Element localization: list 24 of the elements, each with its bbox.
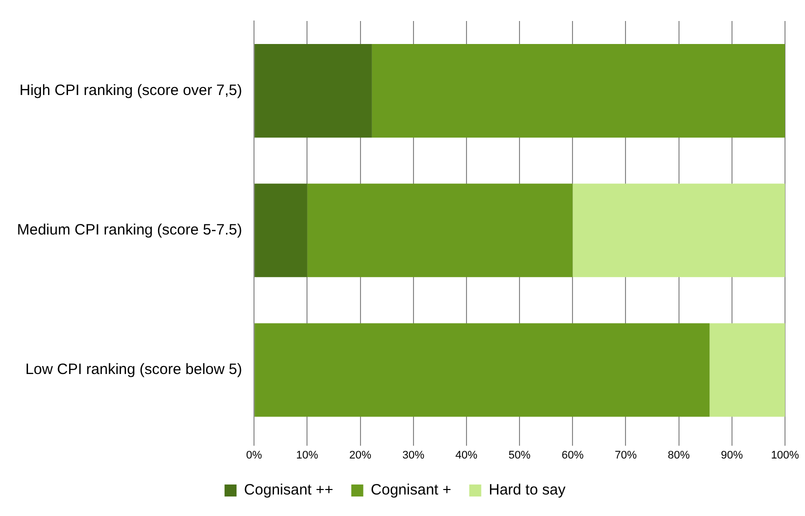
y-tick-label: Low CPI ranking (score below 5) <box>25 361 242 378</box>
x-tick-label: 80% <box>668 449 690 462</box>
x-tick-label: 0% <box>246 449 262 462</box>
x-tick-label: 60% <box>562 449 584 462</box>
x-tick-label: 70% <box>614 449 637 462</box>
bar <box>254 184 308 278</box>
legend-label: Hard to say <box>488 482 566 499</box>
x-tick-label: 30% <box>402 449 425 462</box>
x-tick-label: 100% <box>770 449 800 462</box>
x-tick-label: 50% <box>508 449 531 462</box>
y-tick-label: Medium CPI ranking (score 5-7.5) <box>16 222 242 239</box>
legend-label: Cognisant ++ <box>244 482 334 499</box>
x-tick-label: 20% <box>349 449 372 462</box>
bar <box>372 44 785 138</box>
bar <box>254 323 710 417</box>
bar <box>710 323 785 417</box>
x-tick-label: 40% <box>455 449 478 462</box>
x-tick-label: 10% <box>296 449 318 462</box>
bar <box>254 44 372 138</box>
y-tick-label: High CPI ranking (score over 7,5) <box>19 82 242 99</box>
legend-label: Cognisant + <box>370 482 452 499</box>
bar <box>572 184 785 278</box>
bar <box>307 184 573 278</box>
x-tick-label: 90% <box>720 449 744 462</box>
